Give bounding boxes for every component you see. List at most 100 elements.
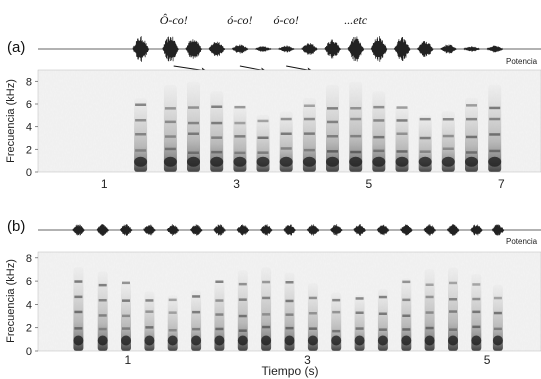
panel-a-ytick-label: 6: [26, 99, 32, 111]
panel-a-annotation: ó-co!: [274, 13, 299, 27]
panel-a-waveform-pulse: [162, 36, 179, 62]
panel-b-syllable: [424, 269, 435, 351]
panel-b-waveform-label: Potencia: [506, 237, 538, 246]
panel-b-ylabel: Frecuencia (kHz): [5, 259, 17, 343]
panel-a-syllable: [279, 111, 293, 172]
panel-a-syllable: [233, 105, 247, 172]
panel-b-ytick-label: 8: [26, 253, 32, 265]
panel-b-waveform-pulse: [189, 224, 203, 236]
panel-a-waveform-pulse: [486, 45, 503, 53]
panel-a-xtick-label: 7: [498, 177, 505, 191]
panel-a-ytick-label: 2: [26, 144, 32, 156]
panel-b-ytick-label: 4: [26, 299, 32, 311]
panel-b-waveform-pulse: [236, 224, 250, 236]
panel-b-syllable: [237, 270, 248, 351]
panel-b-waveform-pulse: [376, 224, 390, 236]
panel-b-syllable: [471, 274, 482, 351]
panel-a-waveform-pulse: [301, 43, 318, 55]
panel-b-syllable: [307, 283, 318, 351]
panel-b-waveform-pulse: [446, 224, 460, 236]
panel-a-syllable: [326, 84, 339, 172]
panel-b-xlabel: Tiempo (s): [262, 364, 319, 378]
panel-a-xtick-label: 5: [366, 177, 373, 191]
panel-a-waveform-pulse: [132, 36, 149, 62]
panel-b-syllable: [167, 295, 178, 351]
panel-a-label: (a): [7, 39, 25, 56]
panel-a-syllable: [187, 81, 200, 172]
panel-a-annotations: Ô-co! ó-co! ó-co! ...etc: [160, 13, 368, 27]
panel-b-syllable: [448, 267, 458, 351]
panel-a-syllable: [349, 81, 363, 172]
panel-a-syllable: [465, 97, 478, 172]
panel-b-waveform: Potencia: [38, 224, 541, 246]
panel-b-waveform-pulse: [72, 224, 85, 236]
panel-a-syllable: [418, 115, 432, 172]
panel-b-waveform-pulse: [166, 224, 180, 236]
panel-a-syllable: [372, 91, 386, 172]
panel-a-syllable: [134, 98, 148, 172]
panel-b-waveform-pulse: [306, 224, 320, 236]
panel-a-waveform-pulse: [208, 41, 226, 57]
panel-b-syllable: [144, 291, 155, 351]
panel-b-syllable: [331, 292, 342, 351]
panel-a-annotation: ...etc: [344, 13, 368, 27]
panel-b-waveform-pulse: [400, 224, 413, 236]
panel-a-waveform-pulse: [393, 36, 411, 62]
panel-b-xtick-label: 5: [484, 353, 491, 367]
panel-a-waveform-pulse: [185, 39, 202, 59]
panel-a-ytick-label: 4: [26, 122, 32, 134]
panel-b-syllable: [377, 289, 388, 351]
panel-b-syllable: [284, 272, 295, 351]
panel-b-syllable: [73, 267, 84, 351]
panel-a-annotation: Ô-co!: [160, 13, 188, 27]
panel-a-syllable: [163, 85, 177, 172]
panel-b-syllable: [492, 284, 503, 351]
panel-b-waveform-pulse: [491, 224, 505, 236]
panel-b-waveform-pulse: [119, 224, 133, 236]
panel-a-spectrogram: [37, 69, 541, 173]
panel-a-waveform: Potencia: [38, 36, 541, 66]
panel-b-waveform-pulse: [353, 224, 366, 236]
panel-a-waveform-pulse: [463, 46, 480, 52]
panel-a-waveform-pulse: [370, 36, 388, 62]
panel-a-ylabel: Frecuencia (kHz): [5, 79, 17, 163]
panel-a-syllable: [210, 91, 224, 172]
panel-a-syllable: [488, 84, 502, 172]
panel-b-waveform-pulse: [96, 224, 110, 236]
panel-b-syllable: [401, 278, 412, 351]
panel-b-syllable: [191, 290, 202, 351]
panel-b-xtick-label: 3: [304, 353, 311, 367]
panel-b-ytick-label: 0: [26, 346, 32, 358]
panel-b-syllable: [121, 281, 131, 351]
panel-a-waveform-pulse: [417, 40, 434, 58]
panel-a-syllable: [302, 98, 316, 172]
panel-b-waveform-pulse: [283, 224, 296, 236]
panel-a-syllable: [441, 111, 455, 172]
panel-b-waveform-pulse: [470, 224, 483, 236]
panel-a-waveform-pulse: [231, 44, 249, 54]
panel-a-frame: [37, 69, 541, 173]
panel-b-syllable: [261, 267, 272, 351]
panel-b-waveform-pulse: [423, 224, 436, 236]
panel-a: (a) Ô-co! ó-co! ó-co! ...etc Potencia Frecu…: [5, 13, 541, 191]
panel-a-waveform-pulse: [347, 36, 365, 62]
panel-b-ytick-label: 6: [26, 276, 32, 288]
panel-a-annotation: ó-co!: [227, 13, 252, 27]
panel-a-syllable: [395, 106, 409, 172]
panel-b-label: (b): [7, 218, 25, 235]
panel-a-xtick-label: 1: [101, 177, 108, 191]
panel-a-waveform-label: Potencia: [506, 57, 538, 66]
panel-b-waveform-pulse: [143, 224, 156, 236]
panel-b-waveform-pulse: [330, 224, 343, 236]
panel-b-syllable: [97, 271, 108, 351]
panel-b-syllable: [214, 279, 225, 351]
panel-a-ytick-label: 8: [26, 76, 32, 88]
panel-b-syllable: [354, 294, 365, 351]
panel-b-frame: [37, 251, 541, 352]
panel-a-waveform-pulse: [278, 45, 295, 53]
panel-a-xtick-label: 3: [233, 177, 240, 191]
panel-b-ytick-label: 2: [26, 323, 32, 335]
panel-a-syllable: [256, 115, 270, 172]
